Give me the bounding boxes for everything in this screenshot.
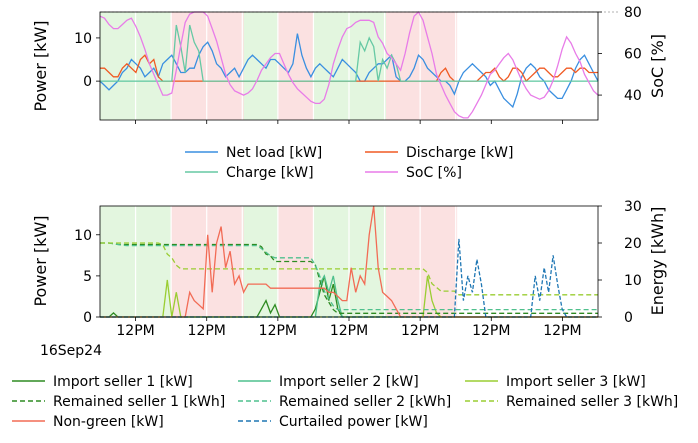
top-series-0 bbox=[99, 33, 599, 109]
bottom-xtick-label-2: 12PM bbox=[259, 323, 297, 339]
bottom-xtick-label-1: 12PM bbox=[188, 323, 226, 339]
bottom-ytick-right-label-0: 0 bbox=[624, 310, 633, 326]
top-ytick-right-label-1: 60 bbox=[624, 47, 642, 63]
bottom-xtick-label-5: 12PM bbox=[472, 323, 510, 339]
day-shade-7 bbox=[349, 12, 386, 120]
bottom-ytick-left-label-2: 10 bbox=[74, 228, 92, 244]
top-ytick-left-label-0: 0 bbox=[83, 74, 92, 90]
top-y-left-ticks: 0 10 bbox=[74, 31, 100, 90]
legend-remained-seller-2-label: Remained seller 2 [kWh] bbox=[279, 394, 451, 410]
legend-import-seller-1-label: Import seller 1 [kW] bbox=[53, 374, 193, 390]
legend-remained-seller-1-label: Remained seller 1 [kWh] bbox=[53, 394, 225, 410]
legend-charge-label: Charge [kW] bbox=[226, 165, 314, 181]
top-series-2 bbox=[100, 24, 598, 82]
day-shade-4 bbox=[242, 206, 279, 317]
top-series-lines bbox=[99, 10, 620, 119]
top-y-left-label: Power [kW] bbox=[31, 20, 50, 111]
day-shade-1 bbox=[135, 12, 172, 120]
top-y-right-ticks: 40 60 80 bbox=[598, 5, 642, 104]
bottom-legend: Import seller 1 [kW] Import seller 2 [kW… bbox=[12, 374, 678, 430]
bottom-y-right-ticks: 0 10 20 30 bbox=[598, 199, 642, 326]
x-date-label: 16Sep24 bbox=[40, 343, 102, 359]
day-shade-6 bbox=[313, 12, 350, 120]
legend-curtailed-power-label: Curtailed power [kW] bbox=[279, 414, 428, 430]
bottom-series-3 bbox=[100, 242, 598, 314]
top-y-right-label: SoC [%] bbox=[648, 34, 667, 98]
bottom-y-right-label: Energy [kWh] bbox=[648, 207, 667, 316]
top-ytick-left-label-1: 10 bbox=[74, 31, 92, 47]
day-shade-1 bbox=[135, 206, 172, 317]
legend-remained-seller-3-label: Remained seller 3 [kWh] bbox=[506, 394, 678, 410]
legend-import-seller-2-label: Import seller 2 [kW] bbox=[279, 374, 419, 390]
bottom-series-4 bbox=[100, 242, 598, 311]
bottom-ytick-left-label-0: 0 bbox=[83, 310, 92, 326]
top-series-3 bbox=[99, 10, 599, 119]
legend-non-green-label: Non-green [kW] bbox=[53, 414, 164, 430]
bottom-series-5 bbox=[100, 242, 598, 296]
red-band-0 bbox=[172, 12, 244, 120]
bottom-xtick-label-6: 12PM bbox=[543, 323, 581, 339]
top-x-ticks bbox=[135, 120, 563, 124]
bottom-ytick-right-label-1: 10 bbox=[624, 273, 642, 289]
day-shade-0 bbox=[100, 206, 137, 317]
top-chart: 0 10 40 60 80 Power [kW] SoC [%] bbox=[31, 5, 667, 124]
day-shade-6 bbox=[313, 206, 350, 317]
top-legend: Net load [kW] Discharge [kW] Charge [kW]… bbox=[185, 145, 513, 181]
legend-import-seller-3-label: Import seller 3 [kW] bbox=[506, 374, 646, 390]
bottom-x-ticks: 12PM 12PM 12PM 12PM 12PM 12PM 12PM bbox=[116, 317, 582, 339]
day-shade-4 bbox=[242, 12, 279, 120]
bottom-y-left-label: Power [kW] bbox=[31, 215, 50, 306]
top-day-shading bbox=[100, 12, 564, 120]
bottom-ytick-left-label-1: 5 bbox=[83, 269, 92, 285]
legend-discharge-label: Discharge [kW] bbox=[406, 145, 513, 161]
red-band-0 bbox=[172, 206, 244, 317]
legend-soc-label: SoC [%] bbox=[406, 165, 462, 181]
bottom-xtick-label-0: 12PM bbox=[116, 323, 154, 339]
legend-net-load-label: Net load [kW] bbox=[226, 145, 322, 161]
top-ytick-right-label-2: 80 bbox=[624, 5, 642, 21]
bottom-y-left-ticks: 0 5 10 bbox=[74, 228, 100, 326]
bottom-day-shading bbox=[100, 206, 564, 317]
bottom-xtick-label-3: 12PM bbox=[330, 323, 368, 339]
bottom-chart: 12PM 12PM 12PM 12PM 12PM 12PM 12PM 0 5 10 0 10 20 3… bbox=[31, 199, 667, 359]
bottom-xtick-label-4: 12PM bbox=[401, 323, 439, 339]
red-band-1 bbox=[385, 206, 458, 317]
day-shade-5 bbox=[277, 12, 314, 120]
bottom-ytick-right-label-2: 20 bbox=[624, 236, 642, 252]
bottom-ytick-right-label-3: 30 bbox=[624, 199, 642, 215]
top-ytick-right-label-0: 40 bbox=[624, 88, 642, 104]
